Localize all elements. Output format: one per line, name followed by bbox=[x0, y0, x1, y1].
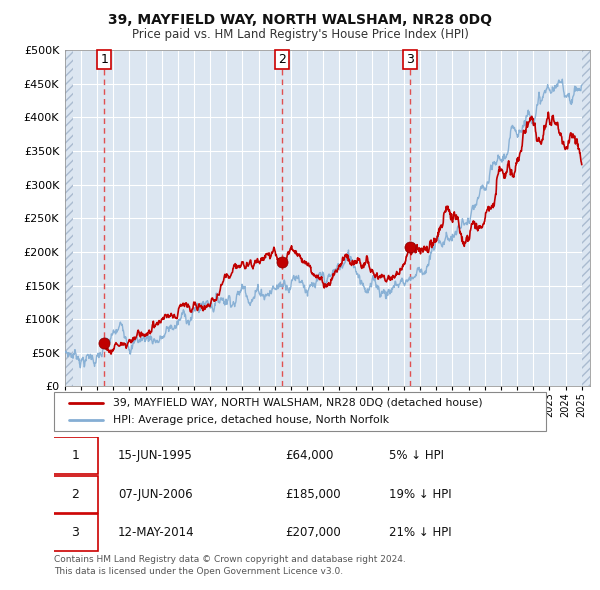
Text: 39, MAYFIELD WAY, NORTH WALSHAM, NR28 0DQ: 39, MAYFIELD WAY, NORTH WALSHAM, NR28 0D… bbox=[108, 13, 492, 27]
Text: 21% ↓ HPI: 21% ↓ HPI bbox=[389, 526, 451, 539]
FancyBboxPatch shape bbox=[54, 392, 546, 431]
Text: 2: 2 bbox=[278, 53, 286, 66]
Text: 07-JUN-2006: 07-JUN-2006 bbox=[118, 487, 193, 501]
Text: 39, MAYFIELD WAY, NORTH WALSHAM, NR28 0DQ (detached house): 39, MAYFIELD WAY, NORTH WALSHAM, NR28 0D… bbox=[113, 398, 482, 408]
FancyBboxPatch shape bbox=[52, 514, 98, 551]
Text: Price paid vs. HM Land Registry's House Price Index (HPI): Price paid vs. HM Land Registry's House … bbox=[131, 28, 469, 41]
Text: 5% ↓ HPI: 5% ↓ HPI bbox=[389, 449, 443, 463]
Text: 2: 2 bbox=[71, 487, 79, 501]
Text: £207,000: £207,000 bbox=[285, 526, 341, 539]
Text: Contains HM Land Registry data © Crown copyright and database right 2024.
This d: Contains HM Land Registry data © Crown c… bbox=[54, 555, 406, 576]
Text: HPI: Average price, detached house, North Norfolk: HPI: Average price, detached house, Nort… bbox=[113, 415, 389, 425]
Text: 1: 1 bbox=[100, 53, 109, 66]
Text: 1: 1 bbox=[71, 449, 79, 463]
FancyBboxPatch shape bbox=[52, 476, 98, 513]
Text: £185,000: £185,000 bbox=[285, 487, 341, 501]
Text: 19% ↓ HPI: 19% ↓ HPI bbox=[389, 487, 451, 501]
Text: 12-MAY-2014: 12-MAY-2014 bbox=[118, 526, 194, 539]
Text: 3: 3 bbox=[71, 526, 79, 539]
Text: £64,000: £64,000 bbox=[285, 449, 334, 463]
Bar bbox=[65, 50, 73, 386]
Text: 3: 3 bbox=[406, 53, 414, 66]
Text: 15-JUN-1995: 15-JUN-1995 bbox=[118, 449, 193, 463]
Bar bbox=[582, 50, 590, 386]
FancyBboxPatch shape bbox=[52, 437, 98, 474]
